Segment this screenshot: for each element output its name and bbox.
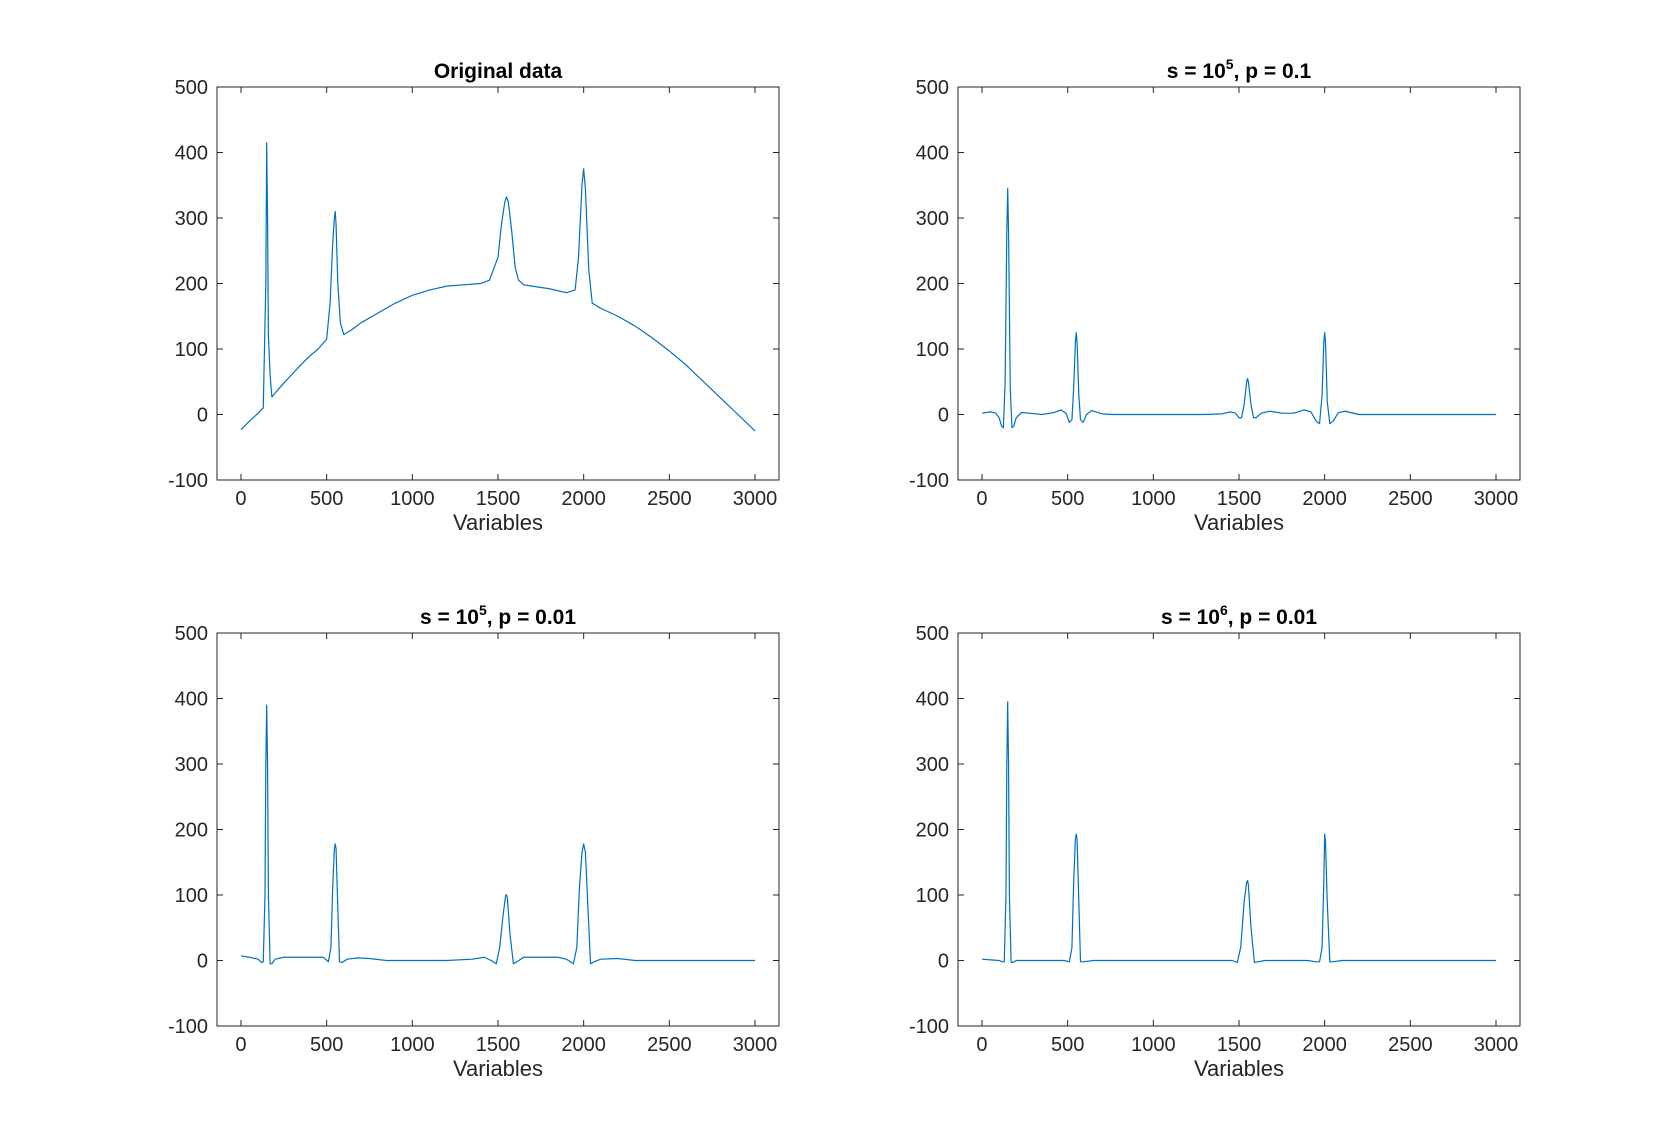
series-line-1 xyxy=(240,704,756,965)
subplot-title: s = 106, p = 0.01 xyxy=(1161,602,1317,629)
y-tick-label: 500 xyxy=(175,77,208,99)
subplot-title-exponent: 5 xyxy=(1226,56,1234,72)
y-tick-label: 400 xyxy=(175,689,208,711)
x-tick-label: 3000 xyxy=(1474,488,1519,510)
x-tick-label: 2500 xyxy=(1388,1034,1433,1056)
x-tick-label: 2000 xyxy=(561,488,606,510)
y-tick-label: 400 xyxy=(916,143,949,165)
y-tick-label: 100 xyxy=(916,339,949,361)
subplot-title-text: Original data xyxy=(434,60,563,83)
x-tick-label: 3000 xyxy=(733,1034,778,1056)
x-axis-label: Variables xyxy=(1194,1056,1284,1081)
y-tick-label: 300 xyxy=(916,208,949,230)
x-tick-label: 0 xyxy=(976,488,987,510)
x-tick-label: 0 xyxy=(976,1034,987,1056)
y-tick-label: 300 xyxy=(175,754,208,776)
subplot-title-text: s = 10 xyxy=(1161,606,1220,629)
y-tick-label: 0 xyxy=(938,951,949,973)
x-axis-label: Variables xyxy=(453,510,543,535)
x-tick-label: 500 xyxy=(1051,1034,1084,1056)
subplot-title-suffix: , p = 0.01 xyxy=(487,606,577,629)
x-tick-label: 2500 xyxy=(647,488,692,510)
x-tick-label: 2500 xyxy=(647,1034,692,1056)
y-tick-label: 200 xyxy=(916,274,949,296)
y-tick-label: -100 xyxy=(909,470,949,492)
x-tick-label: 0 xyxy=(235,1034,246,1056)
x-tick-label: 1000 xyxy=(1131,488,1176,510)
x-tick-label: 1000 xyxy=(390,1034,435,1056)
x-tick-label: 2000 xyxy=(1302,488,1347,510)
y-tick-label: -100 xyxy=(168,1016,208,1038)
x-tick-label: 1000 xyxy=(390,488,435,510)
subplot-title-suffix: , p = 0.01 xyxy=(1228,606,1318,629)
x-tick-label: 1000 xyxy=(1131,1034,1176,1056)
subplot-2: s = 105, p = 0.10 500 1000 1500 2000 2500 3000… xyxy=(909,56,1521,535)
subplot-title-text: s = 10 xyxy=(420,606,479,629)
x-tick-label: 2500 xyxy=(1388,488,1433,510)
x-tick-label: 500 xyxy=(310,1034,343,1056)
y-tick-label: 400 xyxy=(175,143,208,165)
y-tick-label: 400 xyxy=(916,689,949,711)
subplot-4: s = 106, p = 0.010 500 1000 1500 2000 2500 300… xyxy=(909,602,1521,1081)
subplot-title: Original data xyxy=(434,60,563,83)
x-tick-label: 500 xyxy=(1051,488,1084,510)
y-tick-label: -100 xyxy=(909,1016,949,1038)
x-tick-label: 2000 xyxy=(1302,1034,1347,1056)
y-tick-label: 0 xyxy=(938,405,949,427)
series-line-1 xyxy=(981,187,1497,429)
y-tick-label: 200 xyxy=(916,820,949,842)
y-tick-label: 500 xyxy=(916,623,949,645)
x-tick-label: 3000 xyxy=(1474,1034,1519,1056)
x-tick-label: 500 xyxy=(310,488,343,510)
y-tick-label: 100 xyxy=(175,885,208,907)
subplot-title-exponent: 6 xyxy=(1220,602,1228,618)
subplot-title-suffix: , p = 0.1 xyxy=(1234,60,1312,83)
subplot-title-exponent: 5 xyxy=(479,602,487,618)
y-tick-label: 200 xyxy=(175,820,208,842)
y-tick-label: 200 xyxy=(175,274,208,296)
x-tick-label: 3000 xyxy=(733,488,778,510)
x-tick-label: 1500 xyxy=(476,488,521,510)
x-tick-label: 1500 xyxy=(1217,1034,1262,1056)
subplot-title-text: s = 10 xyxy=(1167,60,1226,83)
y-tick-label: 100 xyxy=(916,885,949,907)
x-tick-label: 1500 xyxy=(476,1034,521,1056)
y-tick-label: 300 xyxy=(175,208,208,230)
y-tick-label: -100 xyxy=(168,470,208,492)
x-tick-label: 0 xyxy=(235,488,246,510)
y-tick-label: 0 xyxy=(197,951,208,973)
y-tick-label: 0 xyxy=(197,405,208,427)
y-tick-label: 300 xyxy=(916,754,949,776)
y-tick-label: 500 xyxy=(916,77,949,99)
series-line-1 xyxy=(981,701,1497,964)
y-tick-label: 500 xyxy=(175,623,208,645)
series-line-1 xyxy=(240,142,756,432)
y-tick-label: 100 xyxy=(175,339,208,361)
subplot-title: s = 105, p = 0.1 xyxy=(1167,56,1312,83)
x-axis-label: Variables xyxy=(453,1056,543,1081)
x-tick-label: 2000 xyxy=(561,1034,606,1056)
x-axis-label: Variables xyxy=(1194,510,1284,535)
subplot-title: s = 105, p = 0.01 xyxy=(420,602,576,629)
x-tick-label: 1500 xyxy=(1217,488,1262,510)
subplot-3: s = 105, p = 0.010 500 1000 1500 2000 2500 300… xyxy=(168,602,780,1081)
